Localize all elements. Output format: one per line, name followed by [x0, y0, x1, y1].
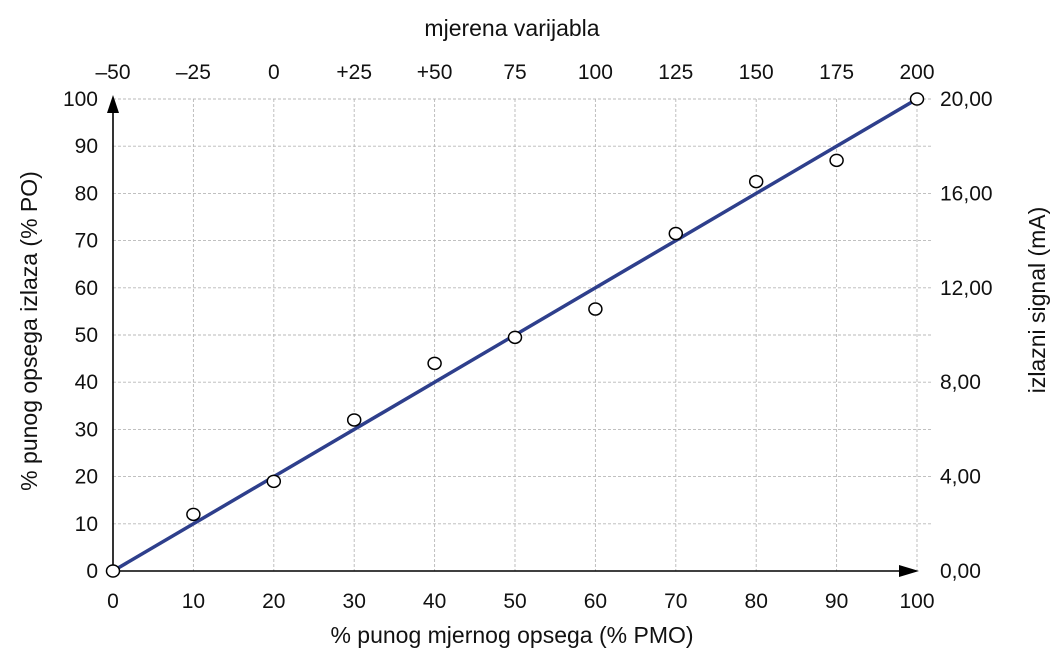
data-point — [507, 330, 523, 345]
top-tick-label: 100 — [578, 61, 613, 84]
y-tick-label: 70 — [75, 230, 98, 253]
x-tick-label: 0 — [107, 590, 119, 613]
top-tick-label: –50 — [95, 61, 130, 84]
y-tick-label: 80 — [75, 182, 98, 205]
data-point — [266, 474, 282, 489]
data-points — [105, 92, 925, 578]
right-tick-label: 16,00 — [940, 182, 993, 205]
axes — [107, 95, 919, 577]
data-point — [829, 153, 844, 168]
tick-labels: 0 10 20 30 40 50 60 70 80 90 100–50 –25 0 +25 +50 75 100… — [63, 61, 993, 613]
x-tick-label: 30 — [343, 590, 366, 613]
right-tick-label: 8,00 — [940, 371, 981, 394]
y-tick-label: 0 — [86, 560, 98, 583]
data-point — [186, 507, 201, 522]
right-tick-label: 20,00 — [940, 88, 993, 111]
top-tick-label: 200 — [899, 61, 934, 84]
right-axis-title: izlazni signal (mA) — [1024, 207, 1050, 394]
x-tick-label: 70 — [664, 590, 687, 613]
x-tick-label: 50 — [503, 590, 526, 613]
data-point — [668, 226, 684, 241]
data-point — [346, 413, 362, 427]
y-tick-label: 100 — [63, 88, 98, 111]
top-tick-label: 175 — [819, 61, 854, 84]
x-tick-label: 20 — [262, 590, 285, 613]
top-tick-label: +50 — [417, 61, 453, 84]
y-axis-title: % punog opsega izlaza (% PO) — [16, 171, 42, 491]
data-point — [909, 92, 925, 106]
x-tick-label: 40 — [423, 590, 446, 613]
data-point — [105, 564, 121, 578]
top-tick-label: 125 — [658, 61, 693, 84]
data-point — [748, 174, 764, 189]
y-tick-label: 10 — [75, 513, 98, 536]
y-axis-arrow — [107, 95, 119, 113]
top-tick-label: 0 — [268, 61, 280, 84]
y-tick-label: 40 — [75, 371, 98, 394]
x-axis-arrow — [899, 565, 919, 577]
x-tick-label: 90 — [825, 590, 848, 613]
top-tick-label: 150 — [739, 61, 774, 84]
top-tick-label: +25 — [336, 61, 372, 84]
y-tick-label: 60 — [75, 277, 98, 300]
data-point — [588, 302, 603, 316]
y-tick-label: 20 — [75, 466, 98, 489]
y-tick-label: 30 — [75, 418, 98, 441]
x-tick-label: 100 — [899, 590, 934, 613]
top-tick-label: 75 — [503, 61, 526, 84]
x-axis-title: % punog mjernog opsega (% PMO) — [330, 622, 693, 648]
x-tick-label: 60 — [584, 590, 607, 613]
data-point — [427, 356, 442, 371]
right-tick-label: 12,00 — [940, 277, 993, 300]
top-tick-label: –25 — [176, 61, 211, 84]
top-axis-title: mjerena varijabla — [424, 15, 599, 41]
right-tick-label: 4,00 — [940, 466, 981, 489]
y-tick-label: 50 — [75, 324, 98, 347]
grid — [113, 98, 932, 571]
right-tick-label: 0,00 — [940, 560, 981, 583]
x-tick-label: 10 — [182, 590, 205, 613]
y-tick-label: 90 — [75, 135, 98, 158]
x-tick-label: 80 — [745, 590, 768, 613]
